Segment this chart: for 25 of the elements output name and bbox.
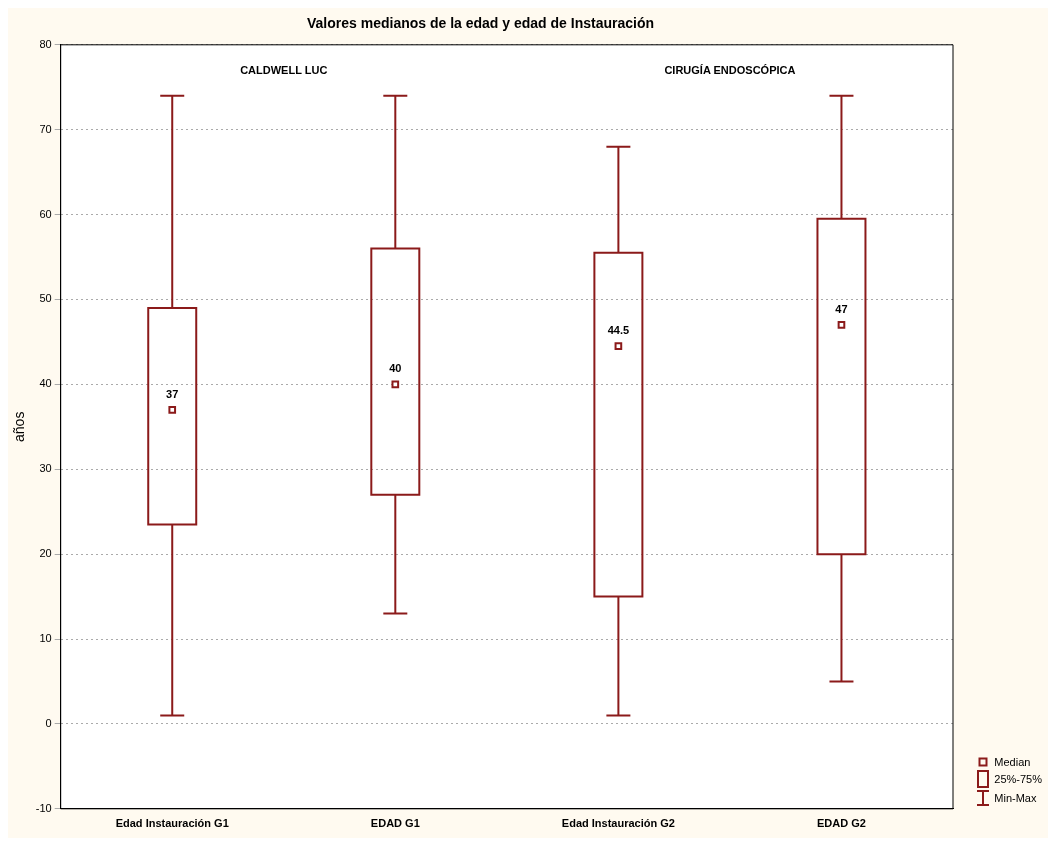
x-tick-label: Edad Instauración G2 — [561, 817, 675, 830]
x-tick-label: EDAD G1 — [370, 817, 420, 830]
annotation: CIRUGÍA ENDOSCÓPICA — [664, 63, 796, 76]
chart-title: Valores medianos de la edad y edad de Instauración — [306, 15, 655, 32]
y-tick-label: 10 — [39, 632, 52, 645]
y-tick-label: 50 — [39, 292, 52, 305]
x-tick-label: Edad Instauración G1 — [115, 817, 229, 830]
y-tick-label: 40 — [39, 377, 52, 390]
text: 47 — [835, 302, 848, 315]
text: 37 — [166, 387, 179, 400]
y-tick-label: 30 — [39, 462, 52, 475]
text: Min-Max — [994, 792, 1037, 804]
text: 25%-75% — [994, 773, 1042, 785]
y-tick-label: -10 — [35, 801, 52, 814]
text: Median — [994, 756, 1031, 768]
text: 40 — [389, 362, 402, 375]
y-tick-label: 20 — [39, 547, 52, 560]
y-tick-label: 70 — [39, 122, 52, 135]
y-axis-title: años — [11, 411, 28, 442]
text: 44.5 — [607, 324, 630, 337]
x-tick-label: EDAD G2 — [817, 817, 866, 830]
y-tick-label: 80 — [39, 37, 52, 50]
annotation: CALDWELL LUC — [240, 63, 328, 76]
y-tick-label: 0 — [45, 716, 52, 729]
y-tick-label: 60 — [39, 207, 52, 220]
